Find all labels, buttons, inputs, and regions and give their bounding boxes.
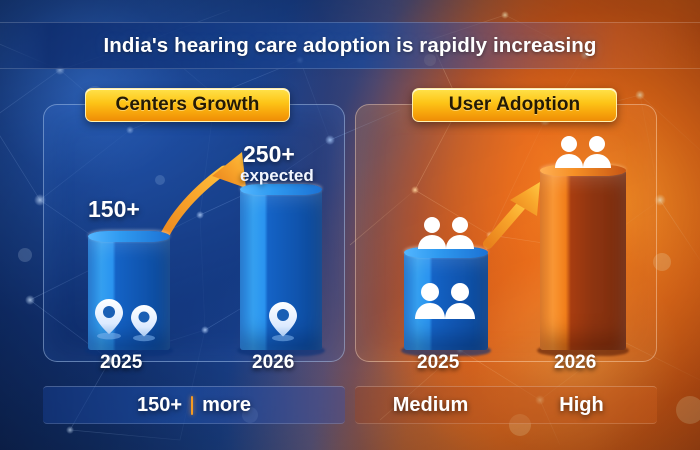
bar-centers-2025-body bbox=[88, 236, 170, 350]
bar-adoption-2026-base bbox=[537, 345, 629, 356]
footer-centers-growth: 150+ more bbox=[43, 386, 345, 424]
title-band: India's hearing care adoption is rapidly… bbox=[0, 22, 700, 69]
growth-arrow-adoption-icon bbox=[483, 182, 540, 249]
footer-adoption-cell-2025: Medium bbox=[355, 394, 506, 417]
users-group-icon bbox=[415, 283, 475, 319]
bar-adoption-2026-body bbox=[540, 170, 626, 350]
bar-centers-2026-cap bbox=[240, 184, 322, 195]
year-label-centers-2025: 2025 bbox=[100, 352, 143, 373]
bar-adoption-2026-cap bbox=[540, 165, 626, 176]
bar-adoption-2025[interactable] bbox=[401, 247, 491, 356]
footer-adoption-label-high: High bbox=[559, 393, 604, 416]
value-label-centers-2026: 250+ bbox=[243, 141, 295, 167]
location-pin-icon bbox=[95, 299, 157, 342]
footer-divider bbox=[191, 395, 194, 415]
year-label-adoption-2026: 2026 bbox=[554, 352, 597, 373]
footer-user-adoption bbox=[355, 386, 657, 424]
badge-centers-growth-label: Centers Growth bbox=[115, 94, 260, 115]
bar-adoption-2026[interactable] bbox=[537, 165, 629, 356]
bar-centers-2026-base bbox=[237, 345, 325, 356]
year-label-centers-2026: 2026 bbox=[252, 352, 295, 373]
bar-adoption-2025-cap bbox=[404, 247, 488, 258]
year-label-adoption-2025: 2025 bbox=[417, 352, 460, 373]
page-title: India's hearing care adoption is rapidly… bbox=[103, 33, 597, 57]
users-group-icon bbox=[555, 136, 611, 168]
badge-user-adoption-label: User Adoption bbox=[448, 94, 581, 115]
footer-centers-value: 150+ bbox=[137, 393, 183, 416]
footer-centers-label: more bbox=[202, 393, 251, 416]
footer-user-adoption-labels: Medium High bbox=[355, 386, 657, 424]
bar-centers-2025[interactable] bbox=[85, 231, 173, 356]
bar-adoption-2025-base bbox=[401, 345, 491, 356]
badge-user-adoption[interactable]: User Adoption bbox=[412, 88, 617, 122]
value-note-centers-2026: expected bbox=[240, 166, 314, 185]
location-pin-icon bbox=[269, 302, 297, 342]
users-group-icon bbox=[418, 217, 474, 249]
value-label-centers-2025: 150+ bbox=[88, 196, 140, 222]
bar-centers-2025-base bbox=[85, 345, 173, 356]
bar-adoption-2025-body bbox=[404, 252, 488, 350]
badge-centers-growth[interactable]: Centers Growth bbox=[85, 88, 290, 122]
footer-adoption-cell-2026: High bbox=[506, 394, 657, 417]
bar-centers-2025-cap bbox=[88, 231, 170, 242]
footer-adoption-label-medium: Medium bbox=[392, 393, 469, 416]
